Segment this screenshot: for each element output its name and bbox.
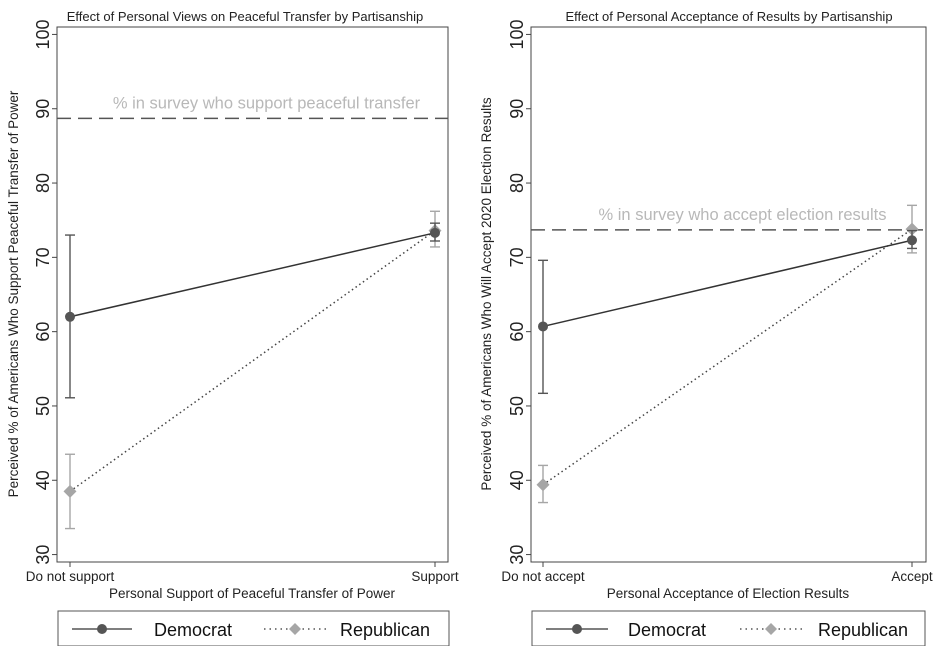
- y-axis-label-right: Perceived % of Americans Who Will Accept…: [479, 97, 494, 490]
- reference-line-label-right: % in survey who accept election results: [599, 206, 887, 224]
- y-tick-label-right-90: 90: [507, 99, 527, 119]
- point-democrat-right-1: [907, 235, 917, 246]
- series-layer-left: [63, 210, 442, 530]
- legend-label-republican-left: Republican: [340, 620, 430, 640]
- point-democrat-left-1: [430, 227, 440, 238]
- y-tick-label-right-30: 30: [507, 545, 527, 565]
- y-tick-label-left-80: 80: [33, 173, 53, 193]
- legend-label-democrat-right: Democrat: [628, 620, 706, 640]
- legend-marker-republican-left: [289, 623, 301, 635]
- y-tick-label-right-60: 60: [507, 322, 527, 342]
- y-tick-label-left-100: 100: [33, 19, 53, 49]
- y-axis-label-left: Perceived % of Americans Who Support Pea…: [6, 90, 21, 497]
- y-axis-right: 30 40 50 60 70 80 90 100: [507, 19, 531, 565]
- y-tick-label-right-80: 80: [507, 173, 527, 193]
- legend-label-democrat-left: Democrat: [154, 620, 232, 640]
- point-democrat-left-0: [65, 311, 75, 322]
- legend-marker-republican-right: [765, 623, 777, 635]
- y-tick-label-left-60: 60: [33, 322, 53, 342]
- y-tick-label-left-90: 90: [33, 99, 53, 119]
- legend-left: Democrat Republican: [57, 610, 450, 646]
- y-axis-left: 30 40 50 60 70 80 90 100: [33, 19, 57, 565]
- chart-panel-right: Effect of Personal Acceptance of Results…: [479, 9, 933, 646]
- y-tick-label-right-100: 100: [507, 19, 527, 49]
- point-republican-right-1: [905, 222, 919, 236]
- point-republican-left-0: [63, 484, 77, 498]
- legend-right: Democrat Republican: [531, 610, 926, 646]
- x-tick-label-right-0: Do not accept: [501, 569, 585, 584]
- y-tick-label-left-40: 40: [33, 470, 53, 490]
- y-tick-label-right-40: 40: [507, 470, 527, 490]
- legend-marker-democrat-right: [572, 624, 582, 634]
- legend-marker-democrat-left: [97, 624, 107, 634]
- y-tick-label-left-50: 50: [33, 396, 53, 416]
- series-line-democrat-left: [69, 232, 436, 318]
- x-axis-left: Do not support Support: [26, 562, 459, 584]
- chart-panel-left: Effect of Personal Views on Peaceful Tra…: [6, 9, 459, 646]
- x-axis-label-right: Personal Acceptance of Election Results: [607, 586, 850, 601]
- x-tick-label-left-1: Support: [411, 569, 459, 584]
- y-tick-label-left-30: 30: [33, 545, 53, 565]
- point-republican-right-0: [536, 478, 550, 492]
- x-axis-right: Do not accept Accept: [501, 562, 933, 584]
- y-tick-label-right-50: 50: [507, 396, 527, 416]
- x-tick-label-right-1: Accept: [891, 569, 933, 584]
- chart-title-left: Effect of Personal Views on Peaceful Tra…: [67, 9, 424, 24]
- reference-line-label-left: % in survey who support peaceful transfe…: [113, 94, 421, 112]
- series-line-republican-right: [542, 228, 913, 486]
- x-axis-label-left: Personal Support of Peaceful Transfer of…: [109, 586, 395, 601]
- series-line-democrat-right: [542, 239, 913, 328]
- point-democrat-right-0: [538, 321, 548, 332]
- plot-frame-right: [530, 26, 927, 563]
- series-layer-right: [536, 204, 919, 504]
- legend-label-republican-right: Republican: [818, 620, 908, 640]
- plot-frame-left: [56, 26, 449, 563]
- x-tick-label-left-0: Do not support: [26, 569, 115, 584]
- y-tick-label-left-70: 70: [33, 247, 53, 267]
- y-tick-label-right-70: 70: [507, 247, 527, 267]
- series-line-republican-left: [69, 229, 436, 493]
- chart-title-right: Effect of Personal Acceptance of Results…: [565, 9, 892, 24]
